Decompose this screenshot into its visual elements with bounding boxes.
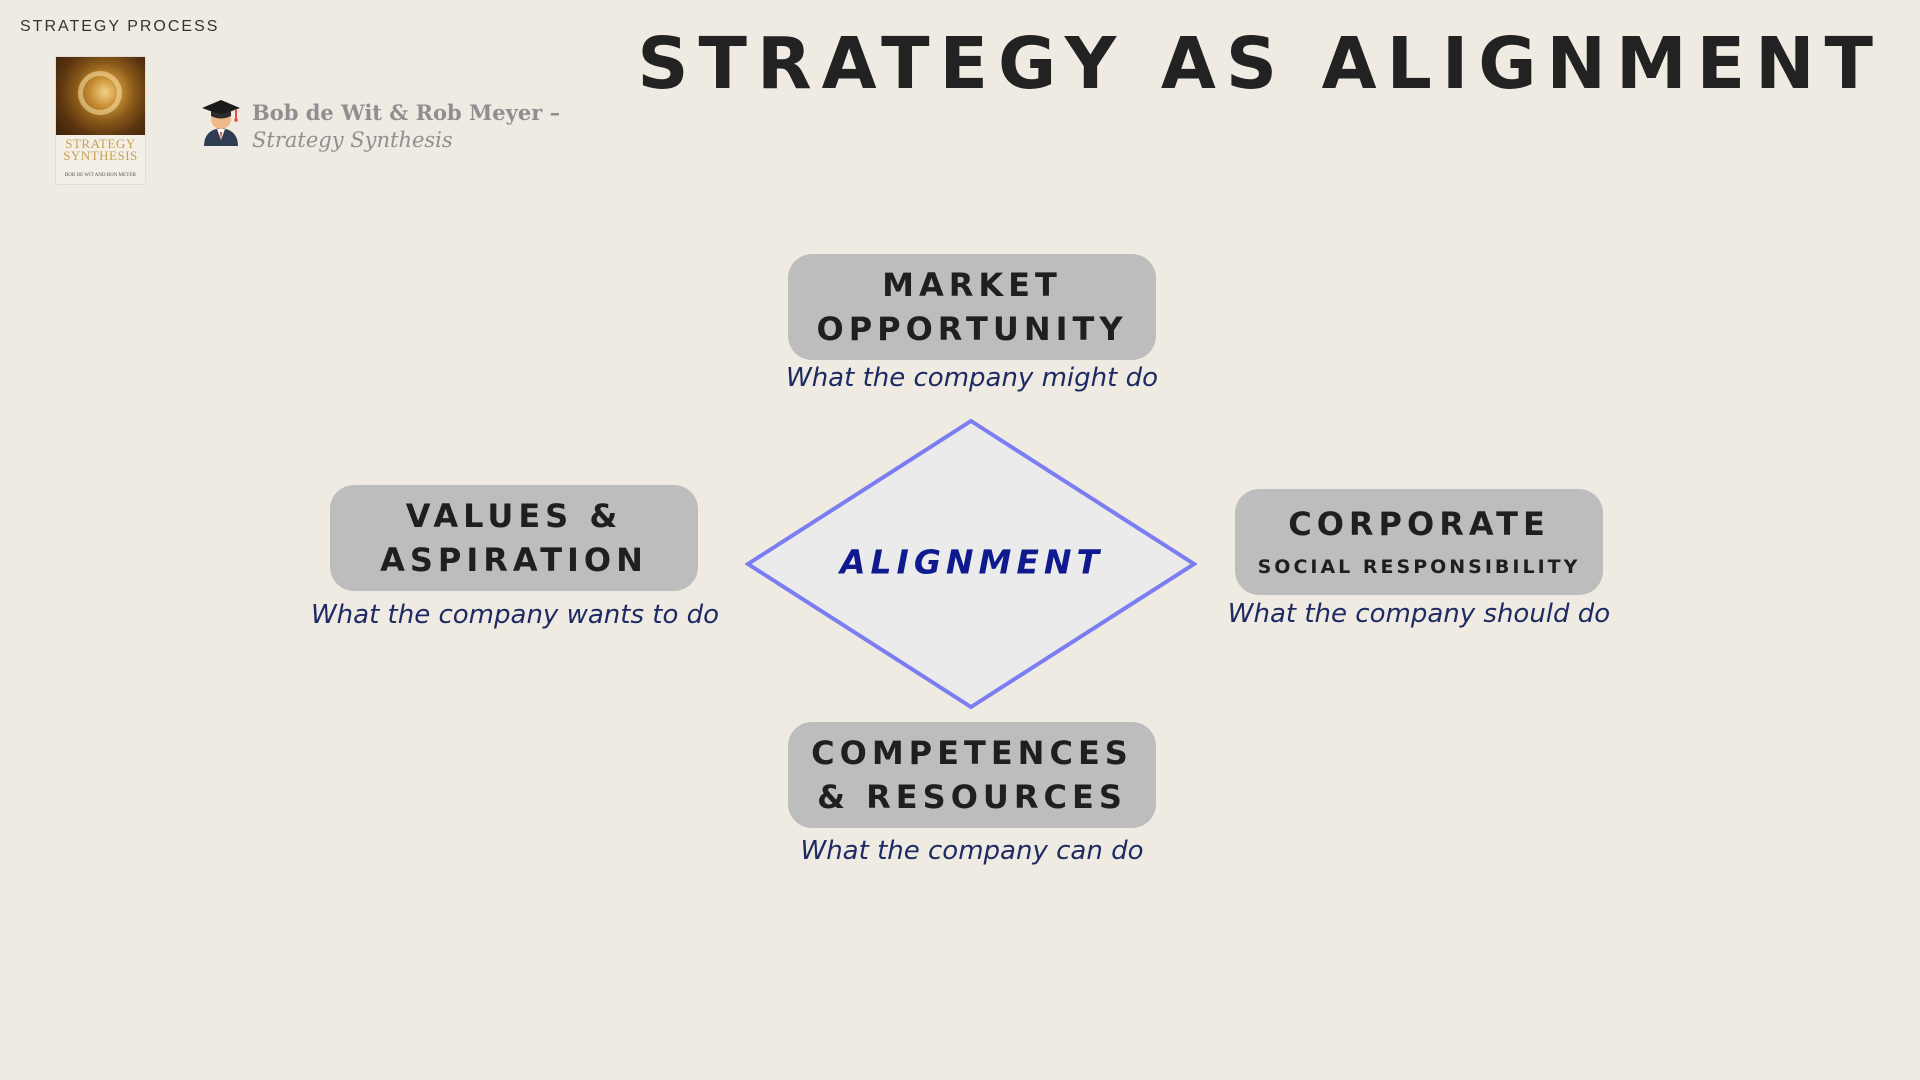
market-opportunity-line1: MARKET — [882, 266, 1062, 304]
market-opportunity-line2: OPPORTUNITY — [816, 310, 1128, 348]
book-cover-image: STRATEGY SYNTHESIS BOB DE WIT AND RON ME… — [56, 57, 145, 184]
values-aspiration-line2: ASPIRATION — [380, 541, 648, 579]
book-cover-title-line1: STRATEGY — [65, 136, 136, 151]
book-cover-authors: BOB DE WIT AND RON MEYER — [64, 173, 137, 178]
competences-resources-line1: COMPETENCES — [811, 734, 1133, 772]
values-aspiration-line1: VALUES & — [405, 497, 623, 535]
corporate-social-responsibility-line2: SOCIAL RESPONSIBILITY — [1257, 556, 1581, 578]
book-cover-title: STRATEGY SYNTHESIS — [56, 136, 145, 163]
book-cover-title-line2: SYNTHESIS — [63, 148, 138, 163]
competences-resources-line2: & RESOURCES — [817, 778, 1127, 816]
spiral-staircase-art — [56, 57, 145, 135]
alignment-diamond-shape — [745, 418, 1197, 710]
graduate-avatar-icon — [202, 100, 240, 146]
section-label: STRATEGY PROCESS — [20, 18, 220, 35]
alignment-label: ALIGNMENT — [839, 542, 1105, 582]
alignment-diamond — [745, 418, 1197, 710]
market-opportunity-caption: What the company might do — [785, 363, 1159, 393]
competences-resources-box: COMPETENCES & RESOURCES — [788, 722, 1156, 828]
corporate-social-responsibility-line1: CORPORATE — [1288, 505, 1550, 543]
author-line: Bob de Wit & Rob Meyer – — [252, 100, 561, 125]
values-aspiration-box: VALUES & ASPIRATION — [330, 485, 698, 591]
market-opportunity-box: MARKET OPPORTUNITY — [788, 254, 1156, 360]
competences-resources-caption: What the company can do — [800, 836, 1144, 866]
page-title: STRATEGY AS ALIGNMENT — [637, 22, 1883, 105]
corporate-social-responsibility-caption: What the company should do — [1227, 599, 1611, 629]
book-line: Strategy Synthesis — [252, 128, 453, 152]
corporate-social-responsibility-box: CORPORATE SOCIAL RESPONSIBILITY — [1235, 489, 1603, 595]
values-aspiration-caption: What the company wants to do — [310, 600, 720, 630]
